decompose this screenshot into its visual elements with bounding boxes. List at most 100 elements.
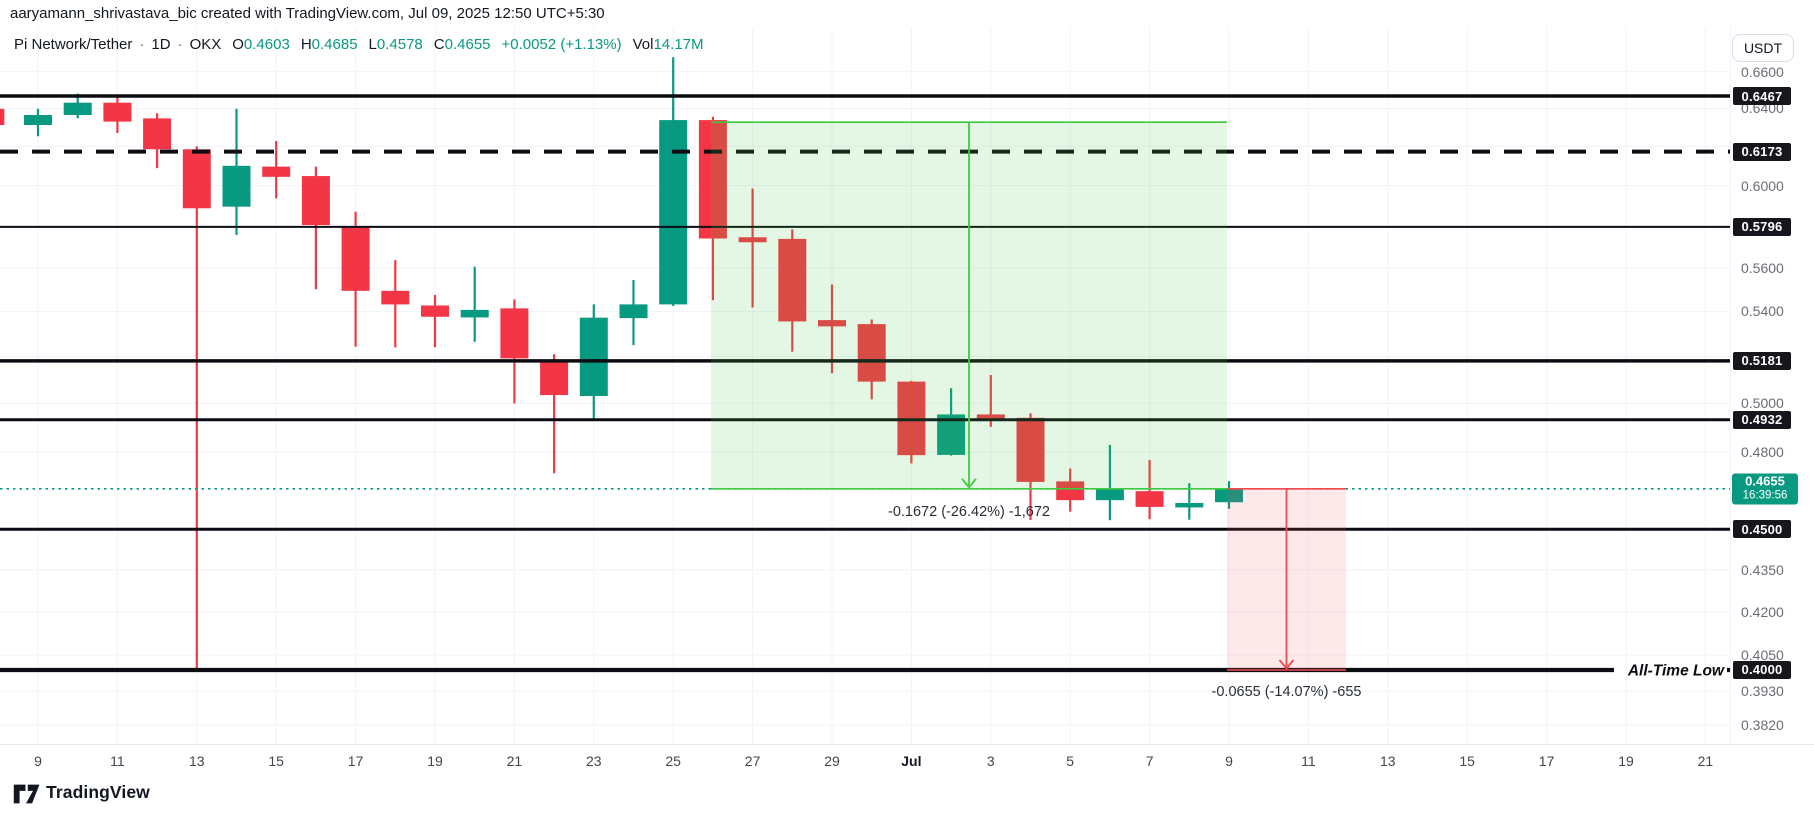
candle-body [341,226,370,291]
ohlc-value: 0.4655 [444,36,491,53]
candle [818,284,846,374]
interval-label[interactable]: 1D [151,36,171,53]
symbol-title[interactable]: Pi Network/Tether [14,36,133,53]
price-level-badge: 0.4932 [1733,410,1791,429]
candle [182,146,211,670]
ohlc-key: O [232,36,244,53]
candle [0,108,5,126]
candle [976,375,1005,427]
candle [222,108,251,235]
candle [1016,413,1045,521]
separator-dot: · [139,36,145,53]
price-tick-label: 0.5000 [1741,395,1784,412]
candle-body [0,108,5,126]
date-tick-label: 17 [347,752,364,769]
price-tick-label: 0.4200 [1741,603,1784,620]
candle-body [738,237,767,243]
price-tick-label: 0.6600 [1741,63,1784,80]
candle [1056,468,1085,512]
tradingview-wordmark[interactable]: TradingView [46,782,150,802]
exchange-label: OKX [189,36,222,53]
candle [143,113,172,169]
candle [540,354,569,474]
candle-body [143,118,172,150]
volume-label: Vol [632,36,654,53]
date-tick-label: 11 [1301,752,1316,769]
candle-body [778,238,807,322]
candle-body [1016,417,1045,482]
tradingview-logo-icon[interactable] [13,783,41,805]
ohlc-readout: O0.4603 H0.4685 L0.4578 C0.4655 [221,36,490,53]
price-scale[interactable]: 0.4655 16:39:56 0.6600 0.6400 0.6000 0.5600… [1730,28,1814,744]
candle [381,260,410,348]
price-tick-label: 0.4800 [1741,444,1784,461]
date-tick-label: 11 [110,752,125,769]
candle-body [500,308,529,359]
price-tick-label: 0.6000 [1741,177,1784,194]
price-level-badge: 0.4000 [1733,660,1791,679]
candle-body [619,304,648,319]
candle-body [460,309,489,318]
candle-body [1215,488,1243,503]
candle [103,96,132,133]
candle [778,229,807,352]
attribution-bar: aaryamann_shrivastava_bic created with T… [0,0,1814,28]
candle-body [698,120,727,239]
volume-value: 14.17M [653,36,704,53]
price-level-badge: 0.6173 [1733,142,1791,161]
candle-body [182,149,211,209]
time-scale[interactable]: 9 11 13 15 17 19 21 23 25 27 29 Jul 3 5 7 9 11 13 15 17 19 21 [0,744,1814,776]
date-tick-label: 27 [744,752,761,769]
candle-body [262,166,291,177]
measurement-arrowhead [1278,659,1295,670]
candle [301,166,330,290]
ohlc-key: C [433,36,445,53]
symbol-info-row[interactable]: Pi Network/Tether · 1D · OKX O0.4603 H0.4685 L0… [14,36,704,53]
price-level-badge: 0.6467 [1733,87,1791,106]
date-tick-label: 19 [427,752,443,769]
candle-body [1175,503,1204,508]
candle-body [301,176,330,226]
date-tick-label: 21 [1697,752,1714,769]
ohlc-value: 0.4578 [376,36,423,53]
candle-body [1095,489,1124,501]
candle-body [659,120,688,305]
price-level-badge: 0.5796 [1733,217,1791,236]
candlestick-chart-canvas[interactable]: All-Time Low -0.1672 (-26.42%) -1,672 -0.0… [0,0,1730,744]
countdown-timer: 16:39:56 [1742,489,1788,502]
date-tick-label: 29 [824,752,840,769]
change-readout: +0.0052 (+1.13%) [501,36,622,53]
all-time-low-label: All-Time Low [1627,662,1725,679]
current-price-value: 0.4655 [1745,473,1785,489]
candle-body [24,115,52,126]
candle [262,141,291,199]
candle [1095,444,1124,521]
date-tick-label: 21 [506,752,523,769]
date-tick-label: 9 [1225,752,1233,769]
currency-toggle-label: USDT [1743,40,1783,56]
date-tick-label: 25 [665,752,681,769]
separator-dot: · [177,36,183,53]
ohlc-key: H [300,36,312,53]
measurement-label: -0.1672 (-26.42%) -1,672 [888,504,1050,520]
date-tick-label: 9 [34,752,42,769]
date-tick-label: 17 [1538,752,1555,769]
candle [24,108,52,137]
candle [1215,481,1243,509]
price-tick-label: 0.5600 [1741,260,1784,276]
attribution-text: aaryamann_shrivastava_bic created with T… [10,5,605,22]
candle-body [381,290,410,305]
candle [619,280,648,346]
date-tick-label: 23 [586,752,602,769]
price-tick-label: 0.3930 [1741,683,1784,700]
currency-toggle-button[interactable]: USDT [1732,34,1794,62]
date-tick-label: 15 [1459,752,1475,769]
price-tick-label: 0.4050 [1741,647,1784,664]
candle-body [103,102,132,122]
candle-body [818,320,846,327]
date-tick-label: 13 [1380,752,1396,769]
date-tick-label: 19 [1618,752,1634,769]
date-tick-label: 13 [189,752,205,769]
price-tick-label: 0.4350 [1741,561,1784,578]
candle-body [579,317,608,397]
